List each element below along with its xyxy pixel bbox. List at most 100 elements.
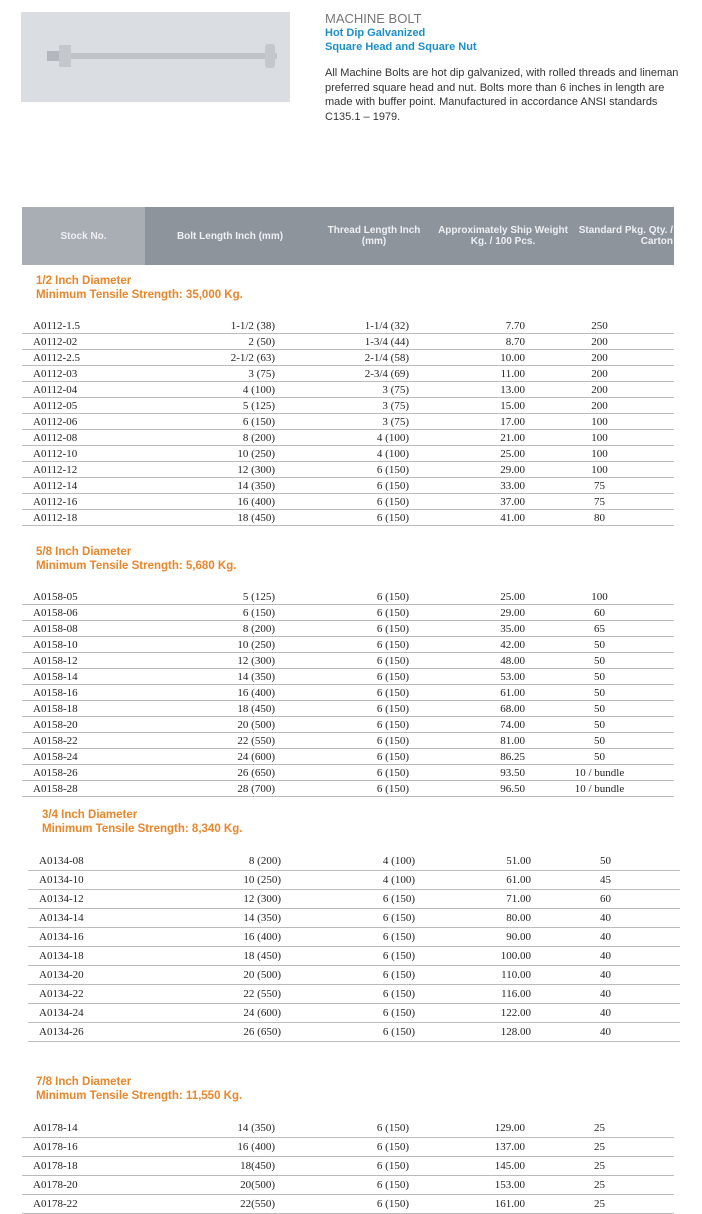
cell-stock-no: A0134-18 <box>28 946 189 966</box>
table-row: A0112-14 14 (350) 6 (150) 33.00 75 <box>22 477 674 494</box>
cell-thread-length: 3 (75) <box>275 381 409 398</box>
cell-pkg-qty: 50 <box>525 732 674 749</box>
cell-thread-length: 6 (150) <box>275 748 409 765</box>
cell-thread-length: 6 (150) <box>275 493 409 510</box>
table-row: A0178-20 20(500) 6 (150) 153.00 25 <box>22 1175 674 1195</box>
cell-bolt-length: 14 (350) <box>183 668 275 685</box>
cell-weight: 48.00 <box>409 652 525 669</box>
table-row: A0134-18 18 (450) 6 (150) 100.00 40 <box>28 946 680 966</box>
cell-weight: 41.00 <box>409 509 525 526</box>
cell-pkg-qty: 45 <box>531 870 680 890</box>
cell-bolt-length: 2 (50) <box>183 333 275 350</box>
cell-weight: 90.00 <box>415 927 531 947</box>
table-row: A0112-08 8 (200) 4 (100) 21.00 100 <box>22 429 674 446</box>
table-row: A0112-06 6 (150) 3 (75) 17.00 100 <box>22 413 674 430</box>
cell-bolt-length: 16 (400) <box>183 1137 275 1157</box>
cell-thread-length: 6 (150) <box>281 965 415 985</box>
header-stock-no: Stock No. <box>22 207 145 265</box>
table-row: A0112-16 16 (400) 6 (150) 37.00 75 <box>22 493 674 510</box>
cell-weight: 100.00 <box>415 946 531 966</box>
table-row: A0158-06 6 (150) 6 (150) 29.00 60 <box>22 604 674 621</box>
cell-bolt-length: 8 (200) <box>189 852 281 871</box>
cell-weight: 11.00 <box>409 365 525 382</box>
cell-thread-length: 6 (150) <box>275 764 409 781</box>
cell-thread-length: 6 (150) <box>275 716 409 733</box>
cell-bolt-length: 10 (250) <box>189 870 281 890</box>
cell-bolt-length: 16 (400) <box>183 684 275 701</box>
cell-bolt-length: 10 (250) <box>183 445 275 462</box>
cell-pkg-qty: 25 <box>525 1137 674 1157</box>
cell-weight: 74.00 <box>409 716 525 733</box>
cell-bolt-length: 20 (500) <box>189 965 281 985</box>
cell-stock-no: A0112-02 <box>22 333 183 350</box>
cell-weight: 25.00 <box>409 445 525 462</box>
cell-pkg-qty: 200 <box>525 333 674 350</box>
cell-stock-no: A0158-12 <box>22 652 183 669</box>
product-subtitle: Hot Dip Galvanized <box>325 27 426 39</box>
cell-thread-length: 2-3/4 (69) <box>275 365 409 382</box>
cell-thread-length: 4 (100) <box>275 429 409 446</box>
cell-weight: 42.00 <box>409 636 525 653</box>
cell-weight: 29.00 <box>409 604 525 621</box>
cell-pkg-qty: 75 <box>525 477 674 494</box>
cell-stock-no: A0112-1.5 <box>22 318 183 334</box>
cell-thread-length: 1-3/4 (44) <box>275 333 409 350</box>
table-row: A0158-24 24 (600) 6 (150) 86.25 50 <box>22 748 674 765</box>
cell-stock-no: A0158-10 <box>22 636 183 653</box>
table-row: A0178-16 16 (400) 6 (150) 137.00 25 <box>22 1137 674 1157</box>
table-row: A0112-04 4 (100) 3 (75) 13.00 200 <box>22 381 674 398</box>
table-row: A0158-18 18 (450) 6 (150) 68.00 50 <box>22 700 674 717</box>
cell-thread-length: 2-1/4 (58) <box>275 349 409 366</box>
section-title: 5/8 Inch Diameter <box>36 546 132 558</box>
cell-thread-length: 6 (150) <box>275 461 409 478</box>
section-strength: Minimum Tensile Strength: 35,000 Kg. <box>36 289 243 301</box>
cell-stock-no: A0112-03 <box>22 365 183 382</box>
cell-stock-no: A0134-10 <box>28 870 189 890</box>
cell-weight: 137.00 <box>409 1137 525 1157</box>
cell-pkg-qty: 40 <box>531 984 680 1004</box>
spec-table: A0112-1.5 1-1/2 (38) 1-1/4 (32) 7.70 250 A011… <box>22 318 674 526</box>
cell-weight: 80.00 <box>415 908 531 928</box>
cell-pkg-qty: 25 <box>525 1119 674 1138</box>
cell-pkg-qty: 50 <box>531 852 680 871</box>
table-row: A0112-18 18 (450) 6 (150) 41.00 80 <box>22 509 674 526</box>
cell-thread-length: 6 (150) <box>281 908 415 928</box>
cell-thread-length: 6 (150) <box>275 732 409 749</box>
cell-thread-length: 3 (75) <box>275 397 409 414</box>
cell-bolt-length: 26 (650) <box>183 764 275 781</box>
cell-weight: 129.00 <box>409 1119 525 1138</box>
table-row: A0158-16 16 (400) 6 (150) 61.00 50 <box>22 684 674 701</box>
cell-stock-no: A0134-24 <box>28 1003 189 1023</box>
cell-bolt-length: 16 (400) <box>189 927 281 947</box>
table-row: A0112-05 5 (125) 3 (75) 15.00 200 <box>22 397 674 414</box>
table-row: A0134-26 26 (650) 6 (150) 128.00 40 <box>28 1022 680 1042</box>
cell-bolt-length: 6 (150) <box>183 604 275 621</box>
cell-weight: 61.00 <box>409 684 525 701</box>
cell-weight: 161.00 <box>409 1194 525 1214</box>
cell-thread-length: 6 (150) <box>275 652 409 669</box>
section-strength: Minimum Tensile Strength: 11,550 Kg. <box>36 1090 243 1102</box>
cell-stock-no: A0112-04 <box>22 381 183 398</box>
cell-thread-length: 6 (150) <box>275 509 409 526</box>
table-row: A0112-02 2 (50) 1-3/4 (44) 8.70 200 <box>22 333 674 350</box>
cell-thread-length: 6 (150) <box>275 1119 409 1138</box>
cell-thread-length: 6 (150) <box>281 1022 415 1042</box>
cell-pkg-qty: 25 <box>525 1156 674 1176</box>
section-half-inch: 1/2 Inch Diameter Minimum Tensile Strengt… <box>22 274 674 526</box>
cell-bolt-length: 6 (150) <box>183 413 275 430</box>
spec-table: A0134-08 8 (200) 4 (100) 51.00 50 A0134-10 10 … <box>28 852 680 1042</box>
product-subtitle: Square Head and Square Nut <box>325 41 477 53</box>
cell-weight: 128.00 <box>415 1022 531 1042</box>
table-row: A0158-26 26 (650) 6 (150) 93.50 10 / bundle <box>22 764 674 781</box>
cell-bolt-length: 5 (125) <box>183 589 275 605</box>
cell-weight: 68.00 <box>409 700 525 717</box>
cell-pkg-qty: 40 <box>531 908 680 928</box>
cell-thread-length: 6 (150) <box>275 1156 409 1176</box>
product-title: MACHINE BOLT <box>325 11 422 26</box>
spec-table: A0178-14 14 (350) 6 (150) 129.00 25 A0178-16 1… <box>22 1119 674 1214</box>
table-row: A0112-03 3 (75) 2-3/4 (69) 11.00 200 <box>22 365 674 382</box>
table-row: A0158-05 5 (125) 6 (150) 25.00 100 <box>22 589 674 605</box>
cell-bolt-length: 14 (350) <box>183 1119 275 1138</box>
cell-pkg-qty: 50 <box>525 652 674 669</box>
cell-stock-no: A0112-08 <box>22 429 183 446</box>
